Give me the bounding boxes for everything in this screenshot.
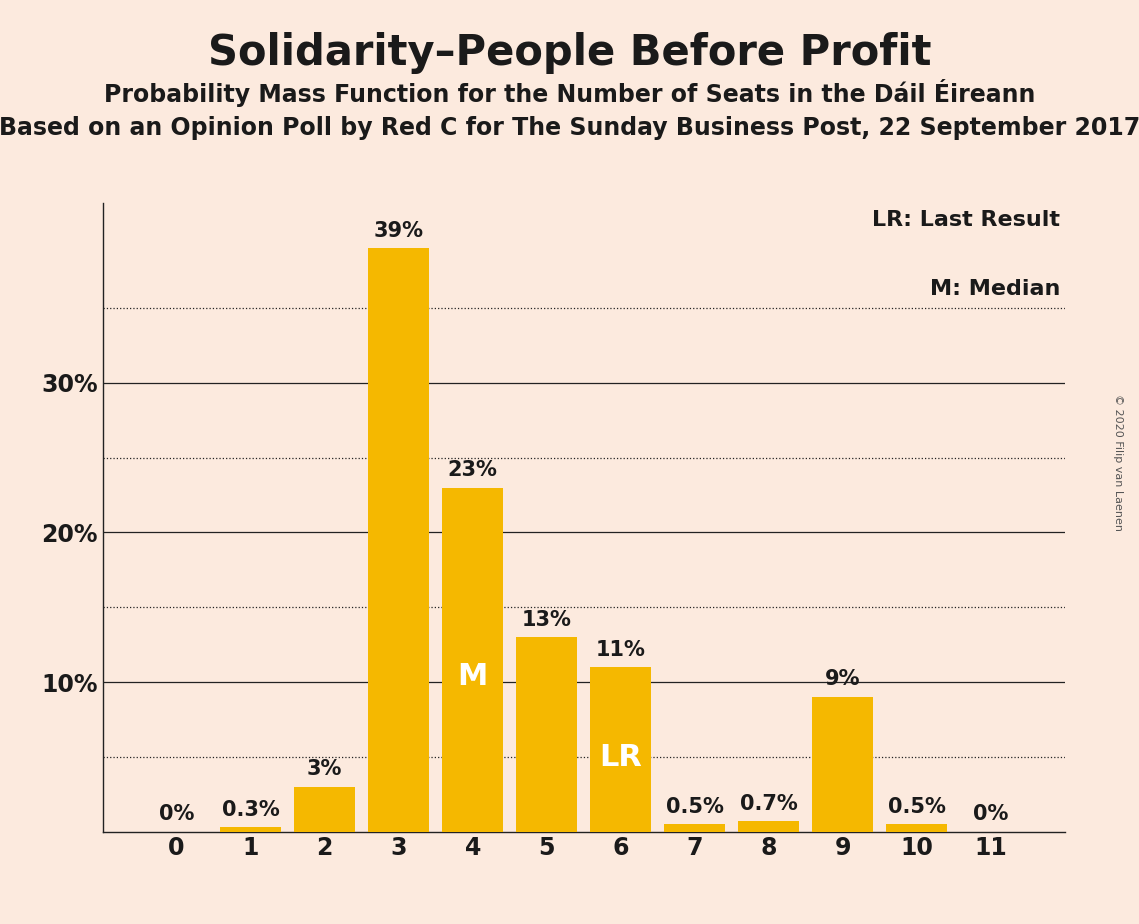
- Text: 13%: 13%: [522, 610, 572, 629]
- Text: Based on an Opinion Poll by Red C for The Sunday Business Post, 22 September 201: Based on an Opinion Poll by Red C for Th…: [0, 116, 1139, 140]
- Text: M: Median: M: Median: [929, 279, 1060, 298]
- Bar: [812, 697, 874, 832]
- Text: Probability Mass Function for the Number of Seats in the Dáil Éireann: Probability Mass Function for the Number…: [104, 79, 1035, 106]
- Text: 0.3%: 0.3%: [222, 799, 279, 820]
- Text: 0%: 0%: [973, 804, 1008, 824]
- Text: 0.5%: 0.5%: [888, 796, 945, 817]
- Text: LR: LR: [599, 743, 642, 772]
- Text: 0.7%: 0.7%: [740, 794, 797, 814]
- Text: 0%: 0%: [159, 804, 195, 824]
- Bar: [442, 488, 503, 832]
- Text: 23%: 23%: [448, 460, 498, 480]
- Text: LR: Last Result: LR: Last Result: [872, 210, 1060, 229]
- Bar: [294, 786, 355, 832]
- Text: 9%: 9%: [825, 670, 861, 689]
- Bar: [664, 824, 726, 832]
- Text: 11%: 11%: [596, 639, 646, 660]
- Text: Solidarity–People Before Profit: Solidarity–People Before Profit: [207, 32, 932, 74]
- Bar: [886, 824, 948, 832]
- Text: 39%: 39%: [374, 221, 424, 240]
- Bar: [738, 821, 800, 832]
- Bar: [590, 667, 652, 832]
- Text: 3%: 3%: [308, 760, 343, 779]
- Text: 0.5%: 0.5%: [666, 796, 723, 817]
- Text: © 2020 Filip van Laenen: © 2020 Filip van Laenen: [1114, 394, 1123, 530]
- Bar: [220, 827, 281, 832]
- Bar: [516, 638, 577, 832]
- Bar: [368, 249, 429, 832]
- Text: M: M: [458, 663, 487, 691]
